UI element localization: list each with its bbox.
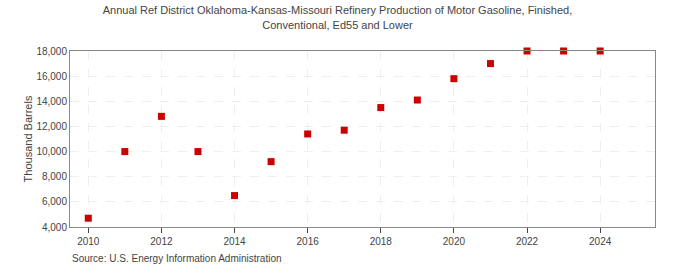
svg-text:2024: 2024 — [589, 236, 612, 247]
svg-text:8,000: 8,000 — [42, 171, 67, 182]
svg-text:Thousand Barrels: Thousand Barrels — [22, 95, 34, 182]
svg-text:10,000: 10,000 — [36, 146, 67, 157]
svg-text:2014: 2014 — [223, 236, 246, 247]
svg-text:16,000: 16,000 — [36, 71, 67, 82]
svg-text:2012: 2012 — [150, 236, 173, 247]
svg-text:2018: 2018 — [370, 236, 393, 247]
svg-text:Annual Ref District Oklahoma-K: Annual Ref District Oklahoma-Kansas-Miss… — [103, 4, 573, 30]
svg-text:6,000: 6,000 — [42, 196, 67, 207]
svg-text:14,000: 14,000 — [36, 96, 67, 107]
svg-text:2020: 2020 — [443, 236, 466, 247]
svg-text:2016: 2016 — [297, 236, 320, 247]
svg-text:18,000: 18,000 — [36, 46, 67, 57]
svg-text:2010: 2010 — [77, 236, 100, 247]
svg-text:Source: U.S. Energy Informatio: Source: U.S. Energy Information Administ… — [72, 253, 282, 264]
svg-text:4,000: 4,000 — [42, 222, 67, 233]
svg-text:2022: 2022 — [516, 236, 539, 247]
svg-text:12,000: 12,000 — [36, 121, 67, 132]
